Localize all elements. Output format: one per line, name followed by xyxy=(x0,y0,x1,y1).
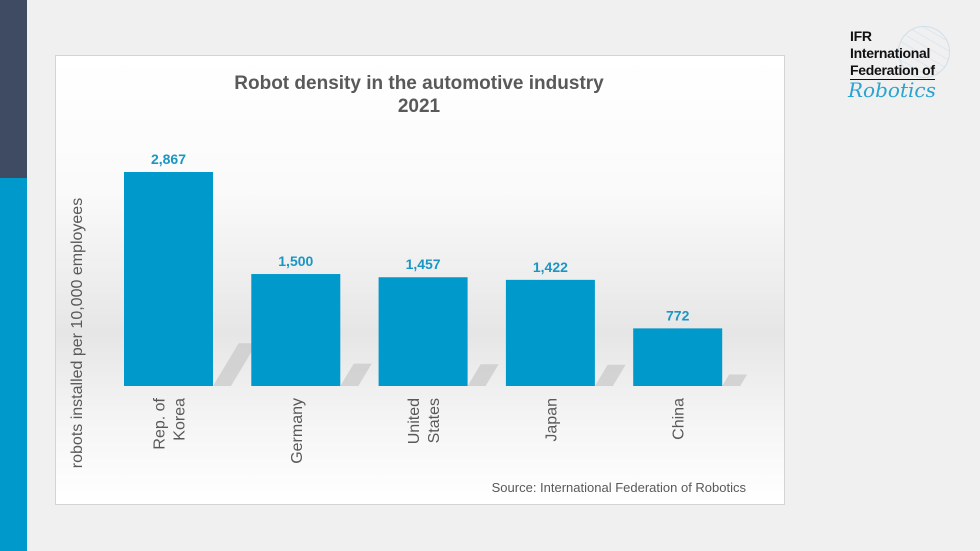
accent-strip-dark xyxy=(0,0,27,178)
source-note: Source: International Federation of Robo… xyxy=(491,480,746,495)
bar xyxy=(505,279,595,386)
category-label: Japan xyxy=(543,398,560,442)
category-label: States xyxy=(426,398,443,443)
value-label: 1,457 xyxy=(406,256,441,272)
logo-line: International xyxy=(850,45,931,61)
bar xyxy=(633,328,723,386)
bar xyxy=(251,274,341,386)
category-label: China xyxy=(671,398,688,440)
bar-shadow xyxy=(213,343,257,386)
logo-robotics: Robotics xyxy=(848,78,936,102)
value-label: 2,867 xyxy=(151,151,186,167)
bar-shadow xyxy=(594,364,626,386)
chart-title-main: Robot density in the automotive industry xyxy=(234,73,604,94)
bar xyxy=(124,172,213,386)
bar-shadow xyxy=(340,363,372,386)
chart-subtitle: 2021 xyxy=(397,96,441,117)
value-label: 1,500 xyxy=(278,253,313,269)
globe-icon xyxy=(898,26,950,78)
chart-title: Robot density in the automotive industry… xyxy=(55,72,783,118)
value-label: 1,422 xyxy=(533,259,568,275)
category-label: Rep. of xyxy=(152,397,169,449)
logo-line: IFR xyxy=(850,28,872,44)
value-label: 772 xyxy=(666,307,690,323)
bar-shadow xyxy=(467,364,499,386)
bar xyxy=(378,277,468,386)
bar-shadow xyxy=(722,374,748,386)
ifr-logo: IFR International Federation of Robotics xyxy=(848,26,970,108)
category-label: Korea xyxy=(172,398,189,441)
category-label: United xyxy=(406,398,423,444)
logo-line: Federation of xyxy=(850,62,935,80)
category-label: Germany xyxy=(289,398,306,464)
accent-strip-blue xyxy=(0,178,27,551)
